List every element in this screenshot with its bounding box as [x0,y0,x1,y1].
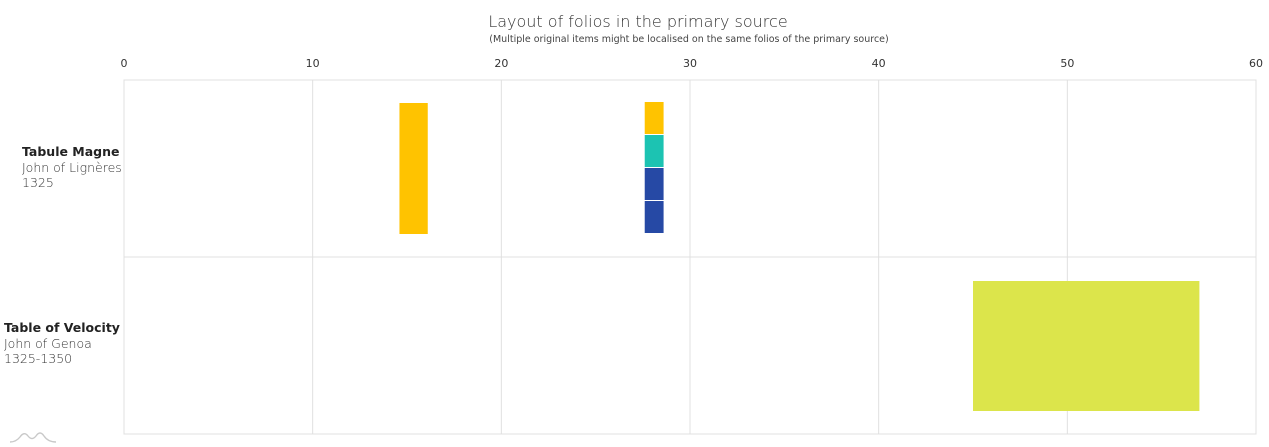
x-tick-label: 10 [306,57,320,70]
folio-segment [973,281,1200,411]
row-author: John of Lignères [22,159,122,175]
folio-segment [644,201,664,233]
logo-icon [10,432,56,443]
x-tick-label: 30 [683,57,697,70]
folio-segment [644,168,664,200]
folio-segment [399,103,428,234]
x-tick-label: 0 [121,57,128,70]
row-name: Tabule Magne [22,144,120,159]
row-date: 1325 [22,175,54,190]
row-date: 1325-1350 [4,351,73,366]
x-tick-label: 40 [872,57,886,70]
x-tick-label: 60 [1249,57,1263,70]
row-author: John of Genoa [4,335,92,351]
chart-subtitle: (Multiple original items might be locali… [489,34,889,45]
chart-title: Layout of folios in the primary source [488,12,788,31]
row-label-table-of-velocity: Table of Velocity John of Genoa 1325-135… [4,320,120,367]
x-tick-label: 50 [1060,57,1074,70]
row-label-tabule-magne: Tabule Magne John of Lignères 1325 [22,144,122,191]
row-name: Table of Velocity [4,320,120,335]
folio-segment [644,135,664,167]
x-tick-label: 20 [494,57,508,70]
folio-segment [644,102,664,134]
